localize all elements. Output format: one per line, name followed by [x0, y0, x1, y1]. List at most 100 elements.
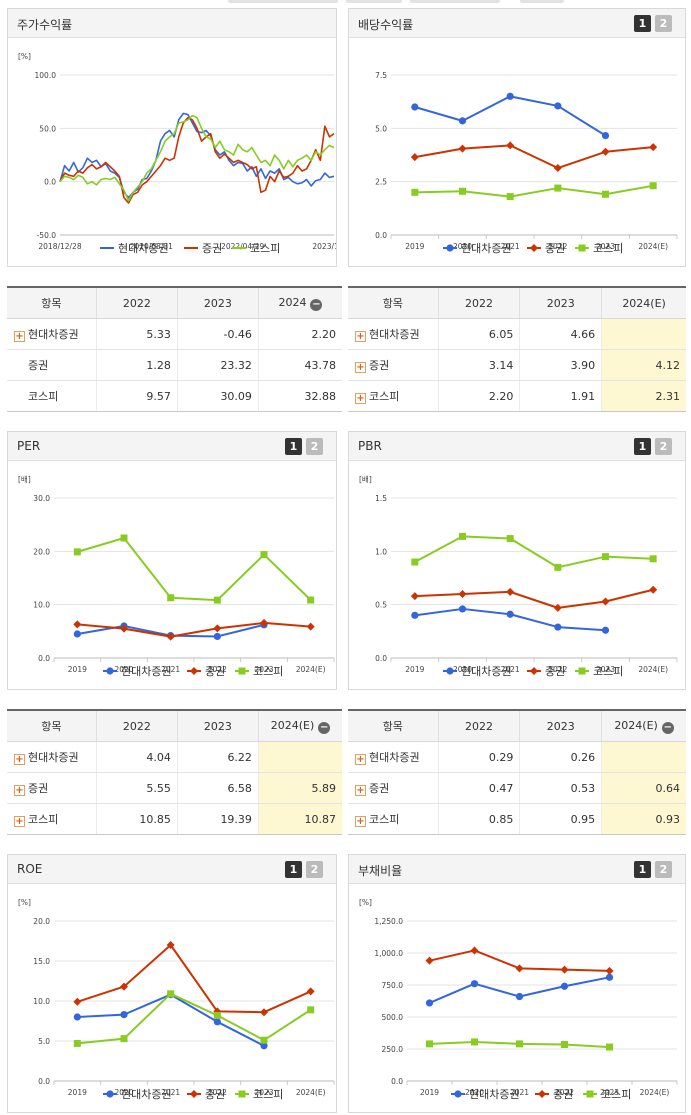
legend-label[interactable]: 현대차증권 — [121, 1088, 172, 1101]
x-tick-label: 2018/12/28 — [38, 242, 81, 251]
minus-icon[interactable]: − — [310, 298, 323, 311]
header-label: 2024 — [278, 295, 307, 309]
series-line — [77, 537, 312, 602]
legend-label[interactable]: 현대차증권 — [118, 242, 169, 255]
data-point — [649, 143, 658, 152]
page-2-button[interactable]: 2 — [306, 861, 323, 878]
data-point — [411, 611, 419, 619]
page-1-button[interactable]: 1 — [634, 438, 651, 455]
x-tick-label: 2020 — [114, 665, 133, 674]
data-point — [649, 182, 657, 190]
legend-label[interactable]: 증권 — [553, 1088, 573, 1101]
page-2-button[interactable]: 2 — [655, 438, 672, 455]
legend-label[interactable]: 증권 — [545, 665, 565, 678]
page-2-button[interactable]: 2 — [655, 861, 672, 878]
legend-label[interactable]: 증권 — [545, 242, 565, 255]
value-cell: 4.04 — [96, 741, 178, 773]
top-tab[interactable] — [346, 0, 402, 3]
column-header-year: 2023 — [519, 287, 603, 319]
column-header-year: 2022 — [96, 710, 178, 742]
legend-label[interactable]: 증권 — [202, 242, 222, 255]
plus-icon[interactable]: + — [14, 331, 25, 342]
plus-icon[interactable]: + — [14, 785, 25, 796]
data-point — [561, 1041, 568, 1049]
y-axis-unit-label: [배] — [359, 475, 372, 484]
data-point — [560, 982, 569, 990]
plus-icon[interactable]: + — [14, 754, 25, 765]
y-tick-label: 250.0 — [382, 1045, 404, 1054]
top-tab[interactable] — [410, 0, 500, 3]
legend-label[interactable]: 현대차증권 — [121, 665, 172, 678]
plus-icon[interactable]: + — [14, 816, 25, 827]
y-tick-label: 50.0 — [39, 124, 56, 133]
value-cell: 3.90 — [519, 349, 603, 381]
data-point — [506, 535, 514, 543]
table-header-row: 항목 2022 2023 2024(E) − — [7, 710, 342, 742]
plus-icon[interactable]: + — [355, 816, 366, 827]
y-tick-label: 0.0 — [375, 231, 387, 240]
value-cell: 5.89 — [258, 772, 342, 804]
y-tick-label: 1,000.0 — [374, 949, 403, 958]
plus-icon[interactable]: + — [355, 393, 366, 404]
minus-icon[interactable]: − — [661, 721, 674, 734]
y-tick-label: 10.0 — [33, 997, 50, 1006]
y-tick-label: 0.0 — [391, 1077, 403, 1086]
top-tab[interactable] — [228, 0, 338, 3]
page-1-button[interactable]: 1 — [285, 861, 302, 878]
y-tick-label: 5.0 — [375, 124, 387, 133]
data-point — [515, 992, 524, 1001]
value-cell: 19.39 — [177, 803, 259, 835]
series-line — [414, 95, 607, 137]
series-2 — [411, 532, 657, 571]
plus-icon[interactable]: + — [355, 785, 366, 796]
series-line — [77, 993, 265, 1047]
x-tick-label: 2023 — [596, 665, 615, 674]
series-line — [77, 944, 312, 1014]
value-cell: 6.58 — [177, 772, 259, 804]
page-1-button[interactable]: 1 — [634, 861, 651, 878]
page-2-button[interactable]: 2 — [306, 438, 323, 455]
legend-marker — [446, 667, 454, 675]
legend-label[interactable]: 증권 — [205, 1088, 225, 1101]
value-cell: 0.93 — [601, 803, 686, 835]
legend-label[interactable]: 코스피 — [253, 1088, 283, 1101]
legend-label[interactable]: 코스피 — [593, 242, 623, 255]
panel-title: PBR — [358, 439, 382, 453]
data-point — [605, 973, 614, 981]
legend-label[interactable]: 코스피 — [593, 665, 623, 678]
debt-ratio-panel: 부채비율 1 2 [%] 1,250.0 1,000.0 750.0 500.0 250.… — [348, 854, 686, 1113]
table-row: + 코스피 10.85 19.39 10.87 — [7, 803, 342, 835]
page-1-button[interactable]: 1 — [285, 438, 302, 455]
x-tick-label: 2020 — [465, 1088, 484, 1097]
plus-icon[interactable]: + — [355, 331, 366, 342]
legend-label[interactable]: 증권 — [205, 665, 225, 678]
row-name-cell: +코스피 — [348, 380, 439, 412]
x-tick-label: 2023 — [254, 1088, 273, 1097]
legend-marker — [578, 244, 586, 252]
minus-icon[interactable]: − — [318, 721, 331, 734]
page-1-button[interactable]: 1 — [634, 15, 651, 32]
legend-label[interactable]: 현대차증권 — [469, 1088, 520, 1101]
legend-label[interactable]: 코스피 — [601, 1088, 631, 1101]
panel-title: 부채비율 — [358, 864, 403, 878]
debt-ratio-chart: [%] 1,250.0 1,000.0 750.0 500.0 250.0 0.0 2019 2… — [359, 898, 678, 1101]
legend-label[interactable]: 현대차증권 — [461, 242, 512, 255]
value-cell: 2.20 — [258, 318, 342, 350]
top-tab[interactable] — [520, 0, 564, 3]
value-cell: 23.32 — [177, 349, 259, 381]
column-header-year: 2024(E) − — [258, 710, 342, 742]
data-point — [166, 632, 175, 641]
legend-label[interactable]: 코스피 — [253, 665, 283, 678]
data-point — [553, 164, 562, 173]
legend-label[interactable]: 코스피 — [250, 242, 280, 255]
legend-label[interactable]: 현대차증권 — [461, 665, 512, 678]
plus-icon[interactable]: + — [355, 754, 366, 765]
series-line — [414, 535, 654, 569]
page-2-button[interactable]: 2 — [655, 15, 672, 32]
data-point — [120, 982, 128, 991]
table-row: + 코스피 2.20 1.91 2.31 — [348, 380, 686, 412]
y-tick-label: 15.0 — [33, 957, 50, 966]
value-cell: 0.64 — [601, 772, 686, 804]
table-row: + 증권 5.55 6.58 5.89 — [7, 772, 342, 804]
plus-icon[interactable]: + — [355, 362, 366, 373]
